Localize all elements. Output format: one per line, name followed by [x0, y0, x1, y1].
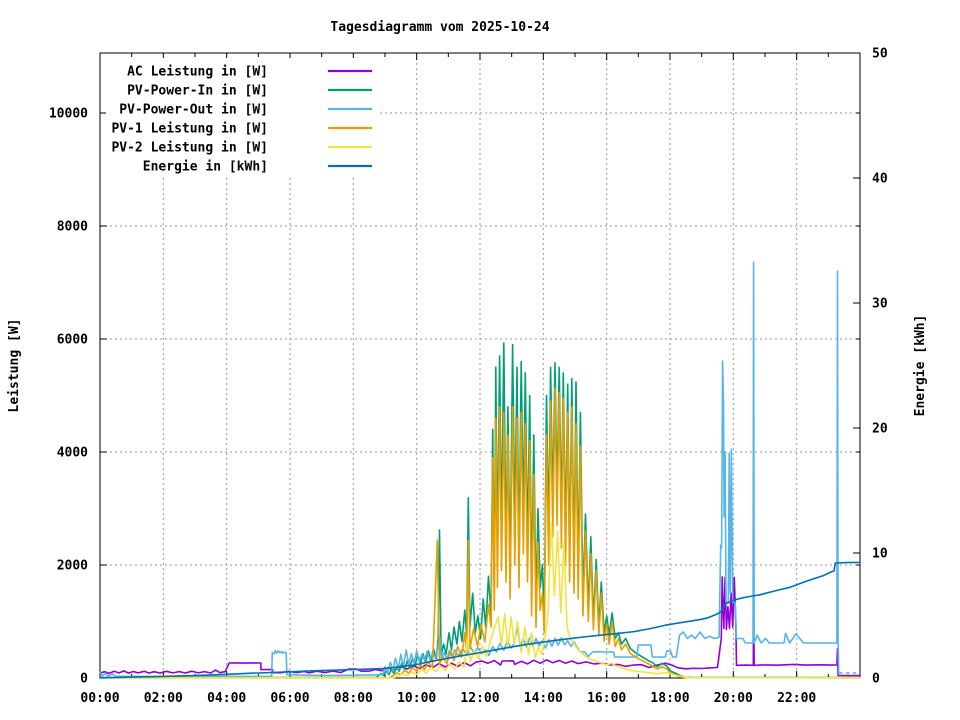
legend-label-pv1: PV-1 Leistung in [W]	[111, 122, 268, 137]
legend-label-pv_out: PV-Power-Out in [W]	[119, 103, 268, 118]
legend-label-energie: Energie in [kWh]	[143, 160, 268, 175]
legend-label-pv_in: PV-Power-In in [W]	[127, 84, 268, 99]
x-tick-label: 12:00	[460, 691, 499, 706]
x-tick-label: 22:00	[777, 691, 816, 706]
y-left-tick-label: 8000	[57, 220, 88, 235]
y-right-tick-label: 10	[872, 547, 888, 562]
y-left-tick-label: 4000	[57, 446, 88, 461]
x-tick-label: 06:00	[270, 691, 309, 706]
y-right-tick-label: 20	[872, 422, 888, 437]
series-energie-line	[99, 561, 861, 679]
series-pv1-line	[99, 387, 861, 679]
y-left-tick-label: 6000	[57, 333, 88, 348]
series-ac-line	[99, 576, 861, 677]
y-left-axis-label: Leistung [W]	[7, 319, 22, 413]
y-left-tick-label: 0	[80, 672, 88, 687]
x-tick-label: 18:00	[650, 691, 689, 706]
legend-label-ac: AC Leistung in [W]	[127, 65, 268, 80]
series-pv2-line	[99, 521, 861, 679]
y-right-axis-label: Energie [kWh]	[913, 315, 928, 417]
y-left-tick-label: 10000	[49, 107, 88, 122]
x-tick-label: 02:00	[144, 691, 183, 706]
x-tick-label: 20:00	[714, 691, 753, 706]
legend-label-pv2: PV-2 Leistung in [W]	[111, 141, 268, 156]
x-tick-label: 00:00	[80, 691, 119, 706]
y-right-tick-label: 40	[872, 172, 888, 187]
x-tick-label: 10:00	[397, 691, 436, 706]
y-right-tick-label: 30	[872, 297, 888, 312]
y-right-tick-label: 50	[872, 47, 888, 62]
chart-title: Tagesdiagramm vom 2025-10-24	[330, 20, 550, 35]
legend-background	[106, 58, 378, 176]
x-tick-label: 08:00	[334, 691, 373, 706]
y-right-tick-label: 0	[872, 672, 880, 687]
x-tick-label: 14:00	[524, 691, 563, 706]
x-tick-label: 04:00	[207, 691, 246, 706]
y-left-tick-label: 2000	[57, 559, 88, 574]
x-tick-label: 16:00	[587, 691, 626, 706]
